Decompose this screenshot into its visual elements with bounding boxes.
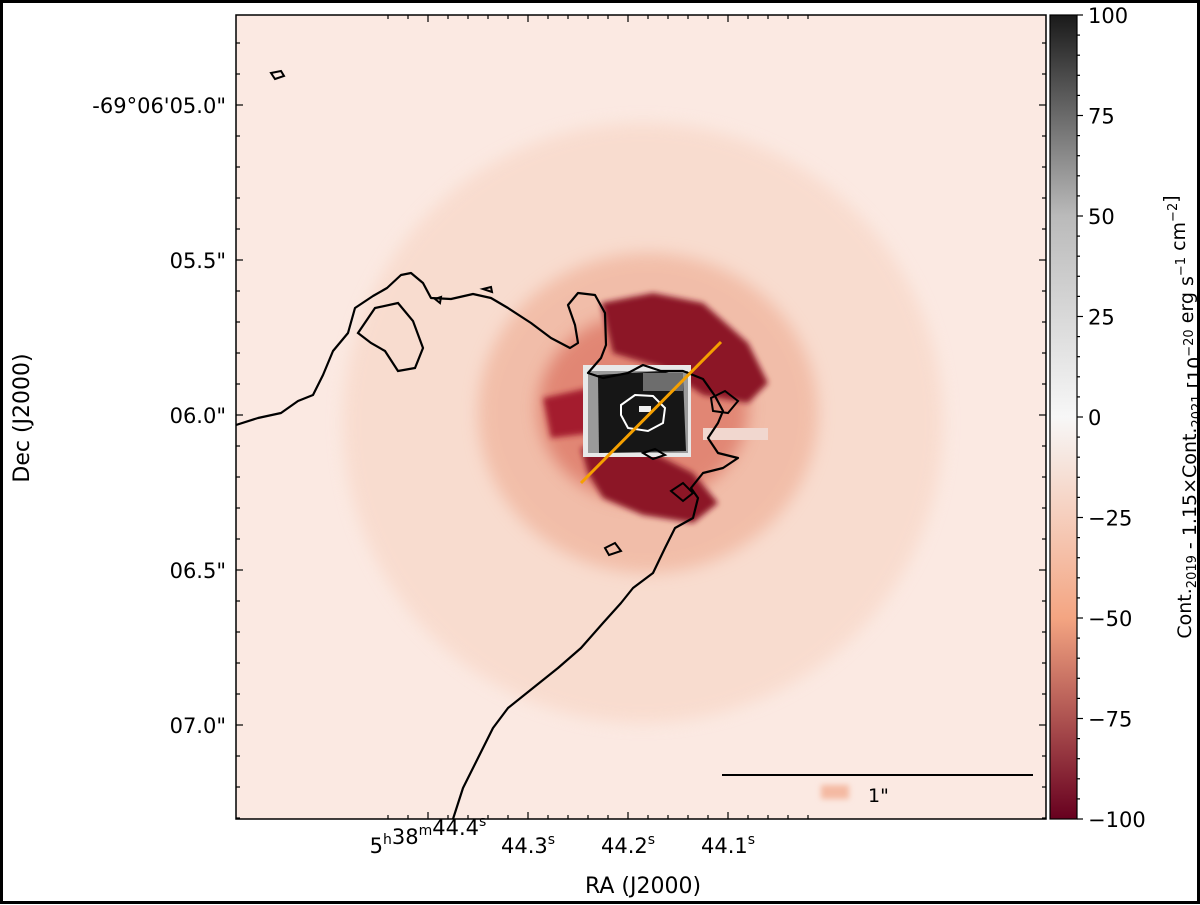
- x-tick-label: 44.2s: [601, 832, 655, 858]
- slit-line: [579, 340, 723, 485]
- dark-red-lower-lobe: [581, 443, 718, 523]
- black-contour: [236, 271, 740, 819]
- black-contour-small-1: [269, 69, 286, 81]
- black-contour-small-3: [669, 481, 695, 503]
- colorbar: 100 75 50 25 0 −25 −50 −75 −100 Cont.2019 - 1.15…: [1049, 4, 1200, 832]
- scale-bar: 1": [722, 774, 1033, 807]
- scale-bar-label: 1": [868, 785, 889, 807]
- chart: 1" 5h38m44.4s 44.3s 44.2s 44.1s -69°06'05.0…: [10, 4, 1200, 899]
- colorbar-label: Cont.2019 - 1.15×Cont.2021 [10−20 erg s−…: [1160, 195, 1197, 638]
- black-contour-small-7: [432, 295, 443, 305]
- residual-bright-pixel: [639, 406, 651, 412]
- colorbar-tick-label: 100: [1088, 4, 1128, 28]
- colorbar-tick-label: 0: [1088, 406, 1101, 430]
- black-contour-loop: [356, 301, 425, 373]
- white-contour: [620, 393, 667, 433]
- x-axis-title: RA (J2000): [585, 874, 701, 899]
- y-tick-label: 07.0": [170, 714, 226, 738]
- scale-label-smudge: [821, 785, 849, 799]
- x-tick-label: 44.1s: [701, 832, 755, 858]
- colorbar-ticks: 100 75 50 25 0 −25 −50 −75 −100: [1077, 4, 1146, 832]
- dark-red-left-spot: [543, 388, 593, 438]
- residual-light-bar: [703, 428, 768, 440]
- black-contour-small-4: [640, 447, 668, 461]
- x-axis-ticks: 5h38m44.4s 44.3s 44.2s 44.1s: [370, 15, 809, 858]
- y-tick-label: 06.0": [170, 404, 226, 428]
- colorbar-tick-label: −75: [1088, 708, 1132, 732]
- x-tick-label: 5h38m44.4s: [370, 814, 487, 858]
- image-area: 1": [236, 15, 1046, 819]
- y-tick-label: -69°06'05.0": [92, 94, 226, 118]
- y-tick-label: 06.5": [170, 559, 226, 583]
- dark-red-upper-lobe: [601, 293, 768, 403]
- y-axis-ticks: -69°06'05.0" 05.5" 06.0" 06.5" 07.0": [92, 42, 1046, 819]
- y-tick-label: 05.5": [170, 249, 226, 273]
- black-contour-small-6: [479, 285, 494, 294]
- colorbar-tick-label: −100: [1088, 808, 1146, 832]
- colorbar-tick-label: 25: [1088, 306, 1115, 330]
- black-contour-small-2: [709, 389, 740, 415]
- plot-frame: [235, 14, 1047, 820]
- colorbar-tick-label: −25: [1088, 507, 1132, 531]
- colorbar-tick-label: 75: [1088, 105, 1115, 129]
- black-contour-small-5: [603, 541, 623, 557]
- y-axis-title: Dec (J2000): [10, 353, 35, 482]
- colorbar-gradient: [1049, 14, 1078, 820]
- residual-grey-patch: [643, 373, 683, 391]
- colorbar-tick-label: −50: [1088, 607, 1132, 631]
- x-tick-label: 44.3s: [501, 832, 555, 858]
- colorbar-tick-label: 50: [1088, 205, 1115, 229]
